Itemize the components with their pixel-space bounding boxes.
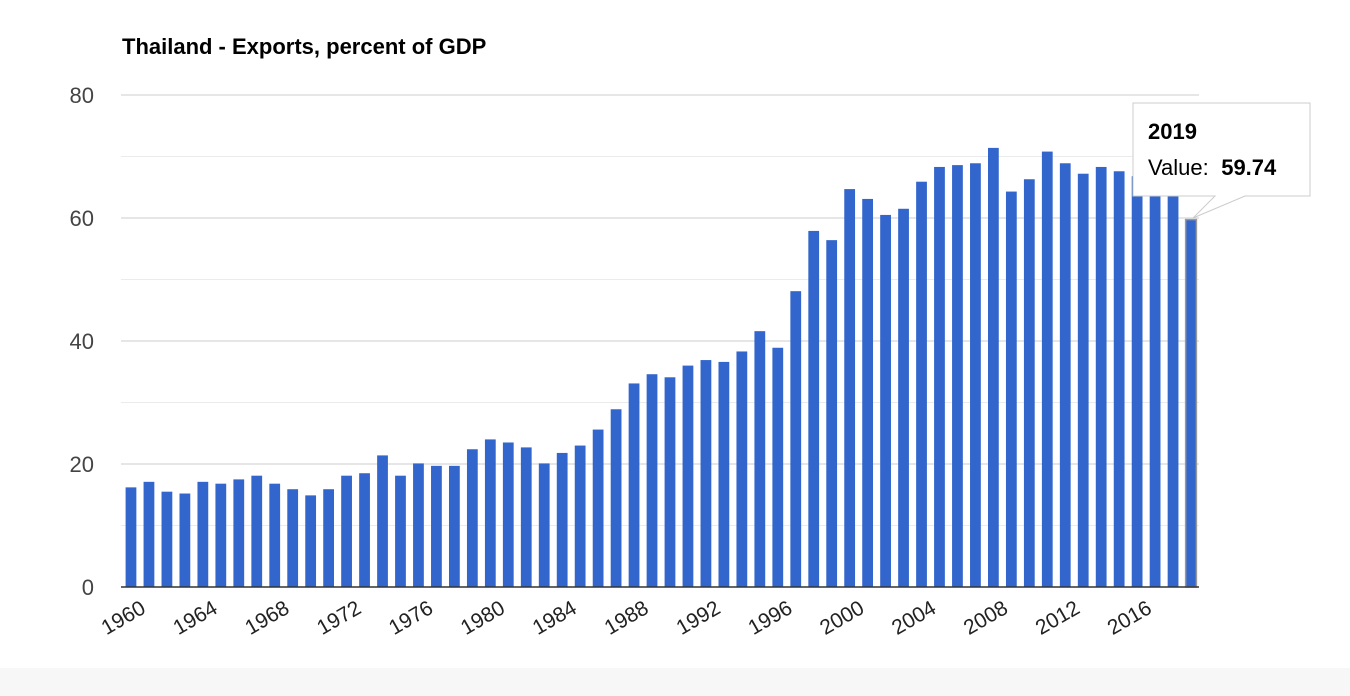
- gridlines: [121, 94, 1199, 526]
- bar-2011[interactable]: [1041, 151, 1053, 587]
- bar-1975[interactable]: [395, 475, 406, 587]
- tooltip-value-line: Value: 59.74: [1148, 155, 1277, 180]
- x-tick-label: 1980: [457, 596, 509, 639]
- footer-band: [0, 668, 1350, 696]
- x-tick-label: 2000: [816, 596, 868, 639]
- bar-1978[interactable]: [448, 465, 460, 587]
- bar-2012[interactable]: [1059, 163, 1071, 587]
- bar-1971[interactable]: [323, 489, 335, 587]
- bar-1996[interactable]: [772, 347, 784, 587]
- chart-title: Thailand - Exports, percent of GDP: [122, 34, 486, 59]
- x-tick-label: 1976: [385, 596, 437, 639]
- bars: [125, 147, 1198, 588]
- bar-1965[interactable]: [215, 483, 227, 587]
- bar-2001[interactable]: [862, 198, 874, 587]
- bar-1960[interactable]: [125, 487, 137, 587]
- bar-1976[interactable]: [413, 463, 424, 587]
- tooltip-box: [1132, 102, 1311, 219]
- x-tick-label: 1960: [98, 596, 150, 639]
- x-tick-label: 1988: [601, 596, 653, 639]
- bar-1989[interactable]: [646, 374, 658, 587]
- bar-1990[interactable]: [664, 377, 676, 587]
- bar-1987[interactable]: [610, 409, 622, 587]
- bar-2015[interactable]: [1113, 171, 1125, 587]
- x-tick-label: 2004: [888, 596, 940, 639]
- bar-2004[interactable]: [916, 181, 927, 587]
- bar-2002[interactable]: [880, 214, 891, 587]
- bar-2010[interactable]: [1023, 179, 1035, 587]
- x-axis-ticks: 1960 1964 1968 1972 1976 1980 1984 1988 1992 1996…: [98, 596, 1156, 639]
- bar-1966[interactable]: [233, 479, 245, 588]
- x-tick-label: 2012: [1032, 596, 1084, 639]
- x-tick-label: 1968: [241, 596, 293, 639]
- y-tick-label: 80: [70, 83, 94, 108]
- bar-2013[interactable]: [1077, 173, 1089, 587]
- bar-2019[interactable]: [1184, 218, 1198, 588]
- bar-2014[interactable]: [1095, 166, 1107, 587]
- x-tick-label: 2008: [960, 596, 1012, 639]
- bar-1981[interactable]: [502, 442, 514, 587]
- x-tick-label: 1972: [313, 596, 365, 639]
- bar-1977[interactable]: [431, 465, 442, 587]
- bar-1972[interactable]: [341, 475, 352, 587]
- y-tick-label: 20: [70, 452, 94, 477]
- bar-1964[interactable]: [197, 481, 209, 587]
- bar-1962[interactable]: [161, 491, 173, 587]
- bar-1984[interactable]: [556, 452, 568, 587]
- bar-1980[interactable]: [484, 439, 496, 587]
- bar-1997[interactable]: [790, 291, 802, 587]
- x-tick-label: 1984: [529, 596, 581, 639]
- bar-2009[interactable]: [1005, 191, 1017, 587]
- bar-1973[interactable]: [359, 473, 370, 587]
- bar-1961[interactable]: [143, 481, 155, 587]
- bar-1992[interactable]: [700, 360, 712, 587]
- tooltip-value: 59.74: [1221, 155, 1277, 180]
- bar-1988[interactable]: [628, 383, 640, 587]
- bar-1993[interactable]: [718, 361, 730, 587]
- bar-1985[interactable]: [574, 445, 586, 587]
- bar-1998[interactable]: [808, 230, 820, 588]
- bar-1986[interactable]: [592, 429, 604, 587]
- bar-2000[interactable]: [844, 189, 856, 587]
- bar-2017[interactable]: [1149, 179, 1161, 587]
- bar-2007[interactable]: [970, 163, 981, 587]
- x-tick-label: 1964: [169, 596, 221, 639]
- bar-1995[interactable]: [754, 331, 766, 587]
- tooltip-year: 2019: [1148, 119, 1197, 144]
- bar-1970[interactable]: [305, 495, 317, 587]
- tooltip: 2019 Value: 59.74: [1132, 102, 1311, 219]
- y-tick-label: 40: [70, 329, 94, 354]
- y-tick-label: 0: [82, 575, 94, 600]
- chart-container: Thailand - Exports, percent of GDP 0 20 40…: [69, 34, 1311, 640]
- y-tick-label: 60: [70, 206, 94, 231]
- bar-2008[interactable]: [987, 147, 999, 587]
- bar-2018[interactable]: [1167, 193, 1179, 587]
- x-tick-label: 2016: [1104, 596, 1156, 639]
- bar-2006[interactable]: [952, 165, 963, 588]
- x-tick-label: 1996: [744, 596, 796, 639]
- bar-2016[interactable]: [1131, 176, 1143, 587]
- bar-1969[interactable]: [287, 489, 299, 587]
- bar-chart: Thailand - Exports, percent of GDP 0 20 40…: [70, 34, 1311, 640]
- bar-2005[interactable]: [934, 166, 945, 587]
- bar-2003[interactable]: [898, 208, 909, 587]
- x-tick-label: 1992: [672, 596, 724, 639]
- y-axis-ticks: 0 20 40 60 80: [70, 83, 94, 600]
- bar-1994[interactable]: [736, 351, 748, 587]
- bar-1963[interactable]: [179, 493, 191, 587]
- bar-1979[interactable]: [466, 449, 478, 587]
- bar-1999[interactable]: [826, 240, 838, 587]
- tooltip-value-label: Value:: [1148, 155, 1209, 180]
- bar-1968[interactable]: [269, 483, 281, 587]
- bar-1967[interactable]: [251, 475, 263, 587]
- bar-1983[interactable]: [538, 463, 550, 587]
- bar-1974[interactable]: [377, 455, 388, 587]
- bar-1991[interactable]: [682, 365, 694, 587]
- bar-1982[interactable]: [520, 447, 532, 587]
